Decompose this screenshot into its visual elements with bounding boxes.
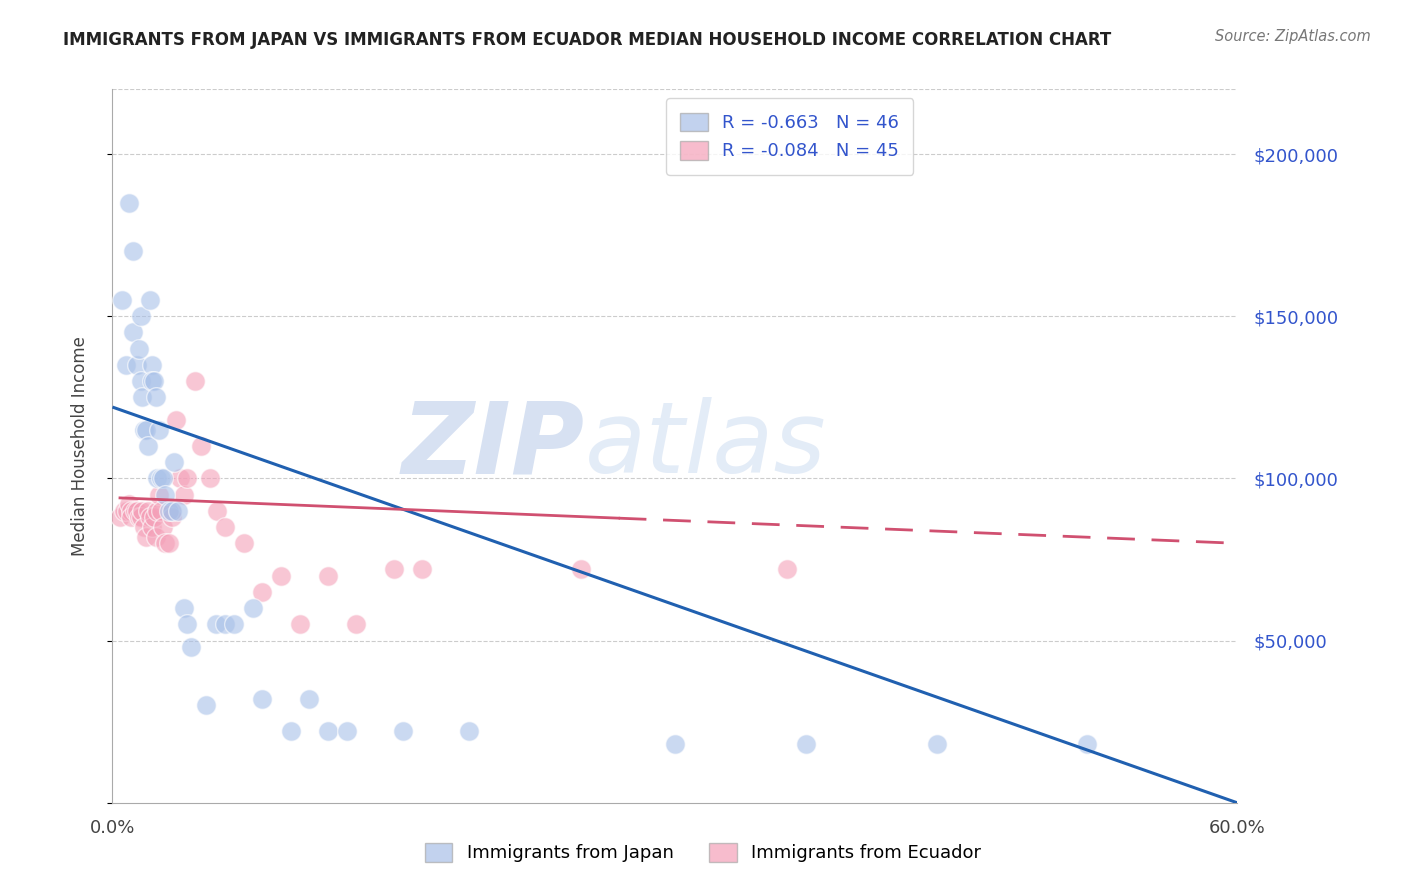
Point [184,374,207,388]
Point [157,536,180,550]
Point [167,504,190,518]
Point [162,504,184,518]
Point [165,413,187,427]
Legend: R = -0.663   N = 46, R = -0.084   N = 45: R = -0.663 N = 46, R = -0.084 N = 45 [666,98,914,175]
Point [270,568,292,582]
Point [159,504,181,518]
Point [120,510,142,524]
Point [142,374,165,388]
Point [794,738,817,752]
Point [120,504,142,518]
Point [252,692,274,706]
Point [776,562,799,576]
Point [288,617,311,632]
Point [242,601,264,615]
Point [664,738,686,752]
Point [122,244,145,259]
Point [112,504,135,518]
Point [114,358,136,372]
Point [125,504,148,518]
Point [173,601,195,615]
Point [214,617,236,632]
Point [569,562,592,576]
Point [139,510,162,524]
Point [146,471,169,485]
Point [224,617,246,632]
Y-axis label: Median Household Income: Median Household Income [70,336,89,556]
Point [457,724,479,739]
Point [128,510,150,524]
Point [927,738,949,752]
Point [145,530,167,544]
Point [169,471,191,485]
Point [111,293,134,307]
Point [150,504,173,518]
Point [141,358,163,372]
Point [128,342,150,356]
Point [148,488,170,502]
Point [129,374,152,388]
Point [129,510,152,524]
Point [180,640,202,654]
Point [232,536,254,550]
Point [118,497,141,511]
Point [157,504,180,518]
Text: Source: ZipAtlas.com: Source: ZipAtlas.com [1215,29,1371,44]
Point [135,423,157,437]
Text: ZIP: ZIP [402,398,585,494]
Point [153,488,176,502]
Text: atlas: atlas [585,398,827,494]
Point [139,293,162,307]
Point [280,724,302,739]
Point [129,310,152,324]
Point [117,504,139,518]
Point [153,536,176,550]
Point [252,585,274,599]
Point [316,568,339,582]
Point [198,471,221,485]
Point [131,390,153,404]
Legend: Immigrants from Japan, Immigrants from Ecuador: Immigrants from Japan, Immigrants from E… [418,836,988,870]
Point [344,617,367,632]
Point [141,374,163,388]
Point [152,520,174,534]
Point [150,471,173,485]
Point [1076,738,1098,752]
Point [136,504,159,518]
Point [145,390,167,404]
Point [118,195,141,210]
Point [141,520,163,534]
Point [142,510,165,524]
Point [131,504,153,518]
Point [207,504,229,518]
Point [392,724,415,739]
Point [124,504,146,518]
Point [298,692,321,706]
Point [134,520,156,534]
Point [152,471,174,485]
Point [146,504,169,518]
Point [204,617,226,632]
Point [134,423,156,437]
Point [382,562,405,576]
Point [122,326,145,340]
Point [162,510,184,524]
Point [176,617,198,632]
Point [214,520,236,534]
Point [173,488,195,502]
Point [163,455,186,469]
Point [135,530,157,544]
Point [316,724,339,739]
Text: IMMIGRANTS FROM JAPAN VS IMMIGRANTS FROM ECUADOR MEDIAN HOUSEHOLD INCOME CORRELA: IMMIGRANTS FROM JAPAN VS IMMIGRANTS FROM… [63,31,1112,49]
Point [411,562,433,576]
Point [108,510,131,524]
Point [148,423,170,437]
Point [336,724,359,739]
Point [136,439,159,453]
Point [125,358,148,372]
Point [176,471,198,485]
Point [190,439,212,453]
Point [195,698,218,713]
